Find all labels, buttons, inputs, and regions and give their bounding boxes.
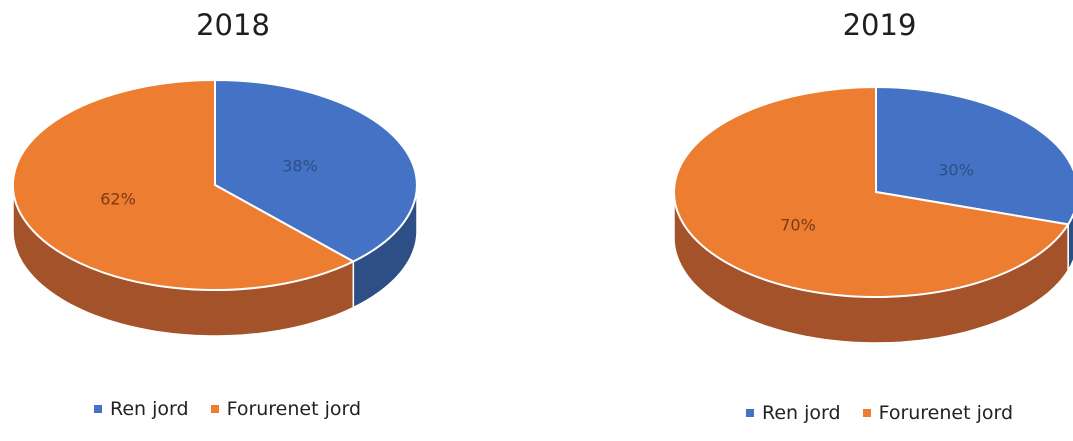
legend-label-ren-jord: Ren jord xyxy=(110,398,189,420)
pie-chart-2019: 2019 30% 70% Ren jord Forurenet jord xyxy=(536,0,1073,441)
chart-title: 2019 xyxy=(842,8,917,42)
legend-swatch-forurenet-jord xyxy=(862,409,871,417)
legend-item-forurenet-jord: Forurenet jord xyxy=(862,402,1014,424)
legend-item-ren-jord: Ren jord xyxy=(746,402,841,424)
data-label-forurenet-jord: 62% xyxy=(100,190,136,209)
legend: Ren jord Forurenet jord xyxy=(746,402,1013,424)
pie-svg: 30% 70% xyxy=(672,85,1073,344)
legend-label-forurenet-jord: Forurenet jord xyxy=(878,402,1014,424)
data-label-forurenet-jord: 70% xyxy=(780,216,816,235)
data-label-ren-jord: 38% xyxy=(282,157,318,176)
legend: Ren jord Forurenet jord xyxy=(94,398,361,420)
legend-swatch-ren-jord xyxy=(746,409,754,417)
pie-svg: 38% 62% xyxy=(11,78,418,337)
chart-title: 2018 xyxy=(196,8,270,42)
legend-label-forurenet-jord: Forurenet jord xyxy=(226,398,362,420)
legend-item-forurenet-jord: Forurenet jord xyxy=(210,398,362,420)
legend-swatch-forurenet-jord xyxy=(210,405,219,413)
pie-slice-forurenet-jord xyxy=(672,85,1070,298)
legend-label-ren-jord: Ren jord xyxy=(762,402,841,424)
legend-item-ren-jord: Ren jord xyxy=(94,398,189,420)
data-label-ren-jord: 30% xyxy=(938,161,974,180)
pie-slice-ren-jord xyxy=(214,78,418,263)
legend-swatch-ren-jord xyxy=(94,405,102,413)
pie-slice-forurenet-jord xyxy=(11,78,356,291)
pie-slice-ren-jord xyxy=(875,85,1073,226)
pie-chart-2018: 2018 38% 62% Ren jord Forurenet jord xyxy=(0,0,536,441)
